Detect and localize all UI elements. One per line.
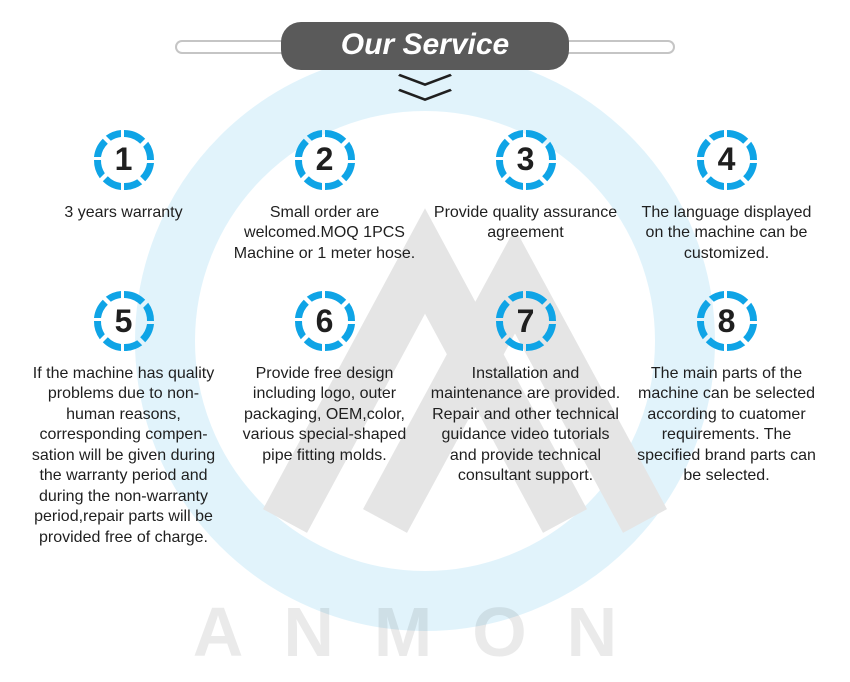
ring-number: 3: [493, 127, 559, 193]
service-desc: If the machine has quality problems due …: [28, 364, 219, 548]
ring-icon: 4: [694, 127, 760, 193]
ring-number: 4: [694, 127, 760, 193]
service-desc: The language displayed on the machine ca…: [631, 203, 822, 264]
ring-icon: 1: [91, 127, 157, 193]
service-desc: 3 years warranty: [28, 203, 219, 223]
service-item-6: 6 Provide free design including logo, ou…: [229, 288, 420, 548]
ring-icon: 5: [91, 288, 157, 354]
service-item-1: 1 3 years warranty: [28, 127, 219, 264]
ring-icon: 3: [493, 127, 559, 193]
ring-number: 2: [292, 127, 358, 193]
service-desc: Provide quality assurance agreement: [430, 203, 621, 244]
service-grid: 1 3 years warranty 2 Small order are wel…: [0, 115, 850, 549]
service-item-7: 7 Installation and maintenance are provi…: [430, 288, 621, 548]
ring-number: 6: [292, 288, 358, 354]
service-item-2: 2 Small order are welcomed.MOQ 1PCS Mach…: [229, 127, 420, 264]
ring-icon: 8: [694, 288, 760, 354]
header-bar: Our Service: [0, 0, 850, 70]
service-desc: The main parts of the machine can be sel…: [631, 364, 822, 487]
chevron-down-icon: ﹀ ﹀: [0, 84, 850, 115]
ring-icon: 2: [292, 127, 358, 193]
ring-icon: 6: [292, 288, 358, 354]
service-item-3: 3 Provide quality assurance agreement: [430, 127, 621, 264]
service-desc: Small order are welcomed.MOQ 1PCS Machin…: [229, 203, 420, 264]
service-item-5: 5 If the machine has quality problems du…: [28, 288, 219, 548]
watermark-text: ANMON: [0, 592, 850, 672]
page-title: Our Service: [281, 22, 569, 70]
service-desc: Provide free design including logo, oute…: [229, 364, 420, 466]
service-item-4: 4 The language displayed on the machine …: [631, 127, 822, 264]
ring-number: 1: [91, 127, 157, 193]
ring-icon: 7: [493, 288, 559, 354]
ring-number: 8: [694, 288, 760, 354]
ring-number: 7: [493, 288, 559, 354]
service-item-8: 8 The main parts of the machine can be s…: [631, 288, 822, 548]
service-desc: Installation and maintenance are provide…: [430, 364, 621, 487]
ring-number: 5: [91, 288, 157, 354]
